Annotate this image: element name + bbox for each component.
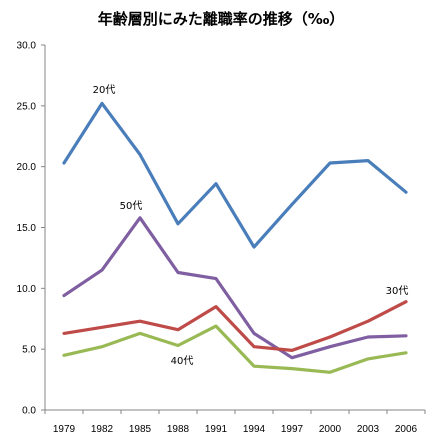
x-tick-label: 1985 [129,424,152,435]
y-tick-label: 10.0 [17,284,37,295]
series-label: 40代 [171,355,194,367]
y-tick-label: 30.0 [17,41,37,52]
x-tick-label: 1997 [281,424,304,435]
x-tick-label: 1988 [167,424,190,435]
series-label: 20代 [93,84,116,96]
series-label: 50代 [120,200,143,212]
x-tick-label: 1991 [205,424,228,435]
x-tick-label: 1982 [91,424,114,435]
y-tick-label: 5.0 [22,345,36,356]
x-tick-label: 2003 [357,424,380,435]
x-tick-label: 1994 [243,424,266,435]
y-tick-label: 15.0 [17,223,37,234]
y-tick-label: 25.0 [17,101,37,112]
x-tick-label: 2006 [395,424,418,435]
series-label: 30代 [386,285,409,297]
y-tick-label: 20.0 [17,162,37,173]
series-line-3 [62,324,408,374]
series-line-0 [62,101,408,249]
x-tick-label: 2000 [319,424,342,435]
series-line-2 [62,300,408,352]
x-tick-label: 1979 [53,424,76,435]
y-tick-label: 0.0 [22,406,36,417]
chart-title: 年齢層別にみた離職率の推移（‰） [97,10,345,28]
series-line-1 [62,216,408,360]
